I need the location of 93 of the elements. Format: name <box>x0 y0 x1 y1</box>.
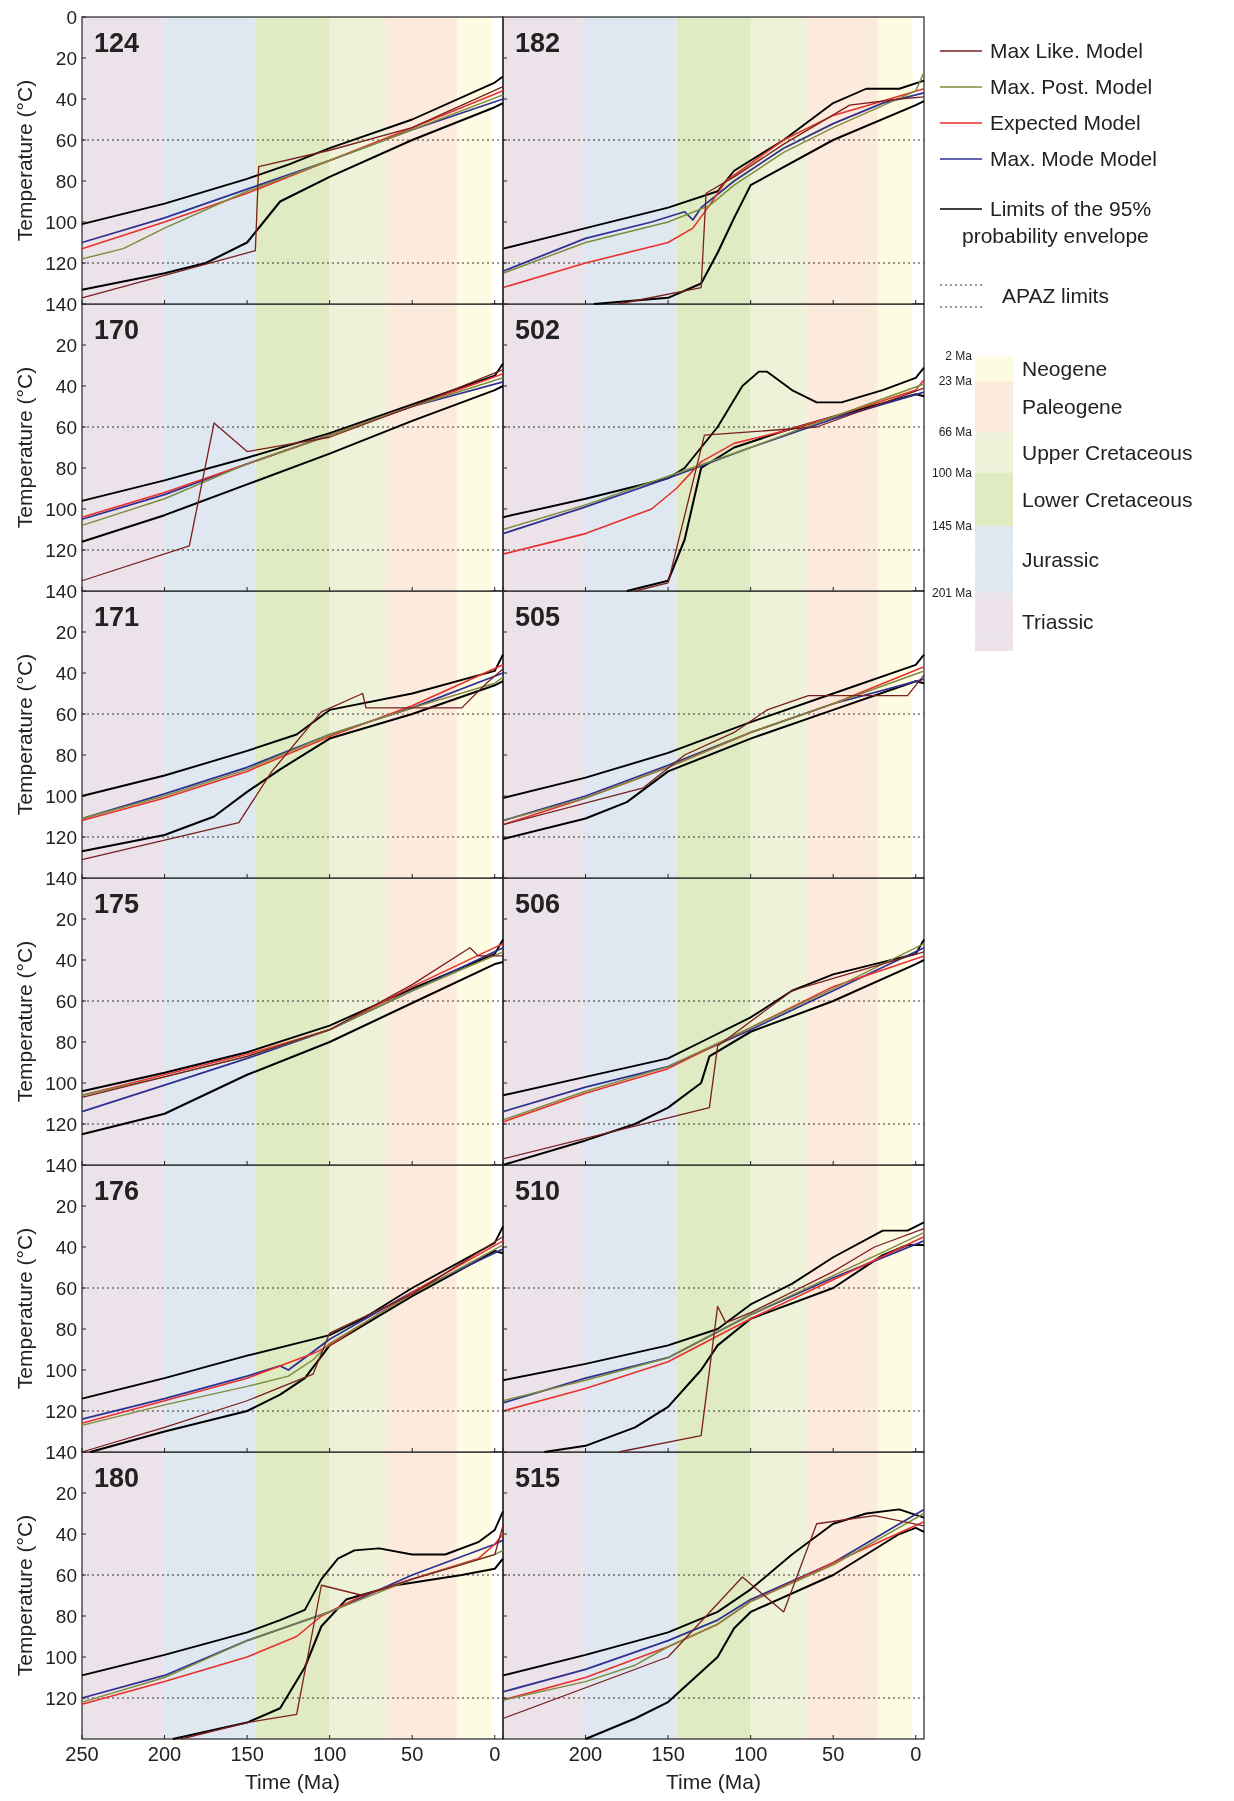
line-series <box>171 1557 505 1741</box>
y-tick-label: 80 <box>55 1318 77 1340</box>
chart-title: 124 <box>94 28 140 58</box>
y-tick-label: 20 <box>55 1195 77 1217</box>
text: 2 Ma <box>945 349 973 364</box>
chart-title: 505 <box>515 602 561 632</box>
y-tick-label: 60 <box>55 416 77 438</box>
text: 100 Ma <box>931 465 973 480</box>
x-axis-title: Time (Ma) <box>245 1770 340 1793</box>
y-tick-label: 40 <box>55 662 77 684</box>
y-tick-label: 120 <box>45 1687 77 1709</box>
x-tick-label: 0 <box>910 1743 922 1765</box>
y-tick-label: 120 <box>45 539 77 561</box>
x-tick-label: 200 <box>568 1743 603 1765</box>
y-tick-label: 40 <box>55 88 77 110</box>
legend-label: APAZ limits <box>1002 284 1109 308</box>
chart-title: 176 <box>94 1176 140 1206</box>
legend-label: Paleogene <box>1022 394 1123 418</box>
chart-title: 180 <box>94 1463 140 1493</box>
y-tick-label: 60 <box>55 1564 77 1586</box>
legend-label: Lower Cretaceous <box>1022 487 1193 511</box>
text: 23 Ma <box>938 374 973 389</box>
y-tick-label: 40 <box>55 949 77 971</box>
y-tick-label: 140 <box>45 1441 77 1463</box>
y-tick-label: 100 <box>45 1072 77 1094</box>
y-tick-label: 140 <box>45 1154 77 1176</box>
chart-title: 506 <box>515 889 561 919</box>
legend-label: Triassic <box>1022 610 1094 634</box>
y-tick-label: 100 <box>45 1359 77 1381</box>
y-axis-title: Temperature (°C) <box>13 79 36 242</box>
x-tick-label: 150 <box>230 1743 264 1765</box>
y-tick-label: 0 <box>66 6 77 28</box>
y-axis-title: Temperature (°C) <box>13 366 36 529</box>
chart-title: 170 <box>94 315 140 345</box>
y-tick-label: 40 <box>55 1236 77 1258</box>
y-axis-title: Temperature (°C) <box>13 653 36 816</box>
legend-label: Max. Mode Model <box>990 147 1157 171</box>
y-tick-label: 80 <box>55 1031 77 1053</box>
legend-label: Jurassic <box>1022 547 1100 571</box>
x-tick-label: 100 <box>312 1743 347 1765</box>
x-tick-label: 50 <box>401 1743 424 1765</box>
legend-label: Max Like. Model <box>990 39 1143 63</box>
y-tick-label: 80 <box>55 1605 77 1627</box>
legend-label: Max. Post. Model <box>990 75 1153 99</box>
y-tick-label: 80 <box>55 457 77 479</box>
y-tick-label: 20 <box>55 621 77 643</box>
y-tick-label: 60 <box>55 129 77 151</box>
x-tick-label: 200 <box>147 1743 182 1765</box>
y-tick-label: 60 <box>55 990 77 1012</box>
y-axis-title: Temperature (°C) <box>13 1227 36 1390</box>
y-tick-label: 120 <box>45 1113 77 1135</box>
y-tick-label: 40 <box>55 1523 77 1545</box>
chart-title: 515 <box>515 1463 561 1493</box>
legend-label: Upper Cretaceous <box>1022 440 1193 464</box>
x-tick-label: 0 <box>489 1743 501 1765</box>
text: 201 Ma <box>931 585 973 600</box>
text: 145 Ma <box>931 519 973 534</box>
x-tick-label: 100 <box>733 1743 768 1765</box>
y-tick-label: 100 <box>45 785 77 807</box>
x-tick-label: 250 <box>65 1743 99 1765</box>
y-tick-label: 100 <box>45 211 77 233</box>
y-tick-label: 60 <box>55 703 77 725</box>
y-tick-label: 100 <box>45 498 77 520</box>
y-axis-title: Temperature (°C) <box>13 940 36 1103</box>
y-tick-label: 80 <box>55 170 77 192</box>
y-tick-label: 20 <box>55 1482 77 1504</box>
chart-title: 171 <box>94 602 140 632</box>
y-tick-label: 80 <box>55 744 77 766</box>
legend-label: Limits of the 95% probability envelope <box>962 197 1152 247</box>
x-tick-label: 150 <box>651 1743 685 1765</box>
y-tick-label: 20 <box>55 47 77 69</box>
y-tick-label: 140 <box>45 867 77 889</box>
chart-title: 510 <box>515 1176 561 1206</box>
legend-label: Neogene <box>1022 356 1108 380</box>
line-series <box>180 1525 504 1740</box>
y-tick-label: 40 <box>55 375 77 397</box>
y-tick-label: 60 <box>55 1277 77 1299</box>
y-axis-title: Temperature (°C) <box>13 1514 36 1677</box>
y-tick-label: 100 <box>45 1646 77 1668</box>
y-tick-label: 20 <box>55 334 77 356</box>
x-tick-label: 50 <box>822 1743 845 1765</box>
y-tick-label: 120 <box>45 252 77 274</box>
chart-title: 175 <box>94 889 140 919</box>
y-tick-label: 140 <box>45 580 77 602</box>
chart-title: 502 <box>515 315 561 345</box>
chart-title: 182 <box>515 28 561 58</box>
y-tick-label: 120 <box>45 1400 77 1422</box>
y-tick-label: 20 <box>55 908 77 930</box>
legend-label: Expected Model <box>990 111 1141 135</box>
x-axis-title: Time (Ma) <box>666 1770 761 1793</box>
y-tick-label: 140 <box>45 293 77 315</box>
y-tick-label: 120 <box>45 826 77 848</box>
text: 66 Ma <box>938 425 973 440</box>
